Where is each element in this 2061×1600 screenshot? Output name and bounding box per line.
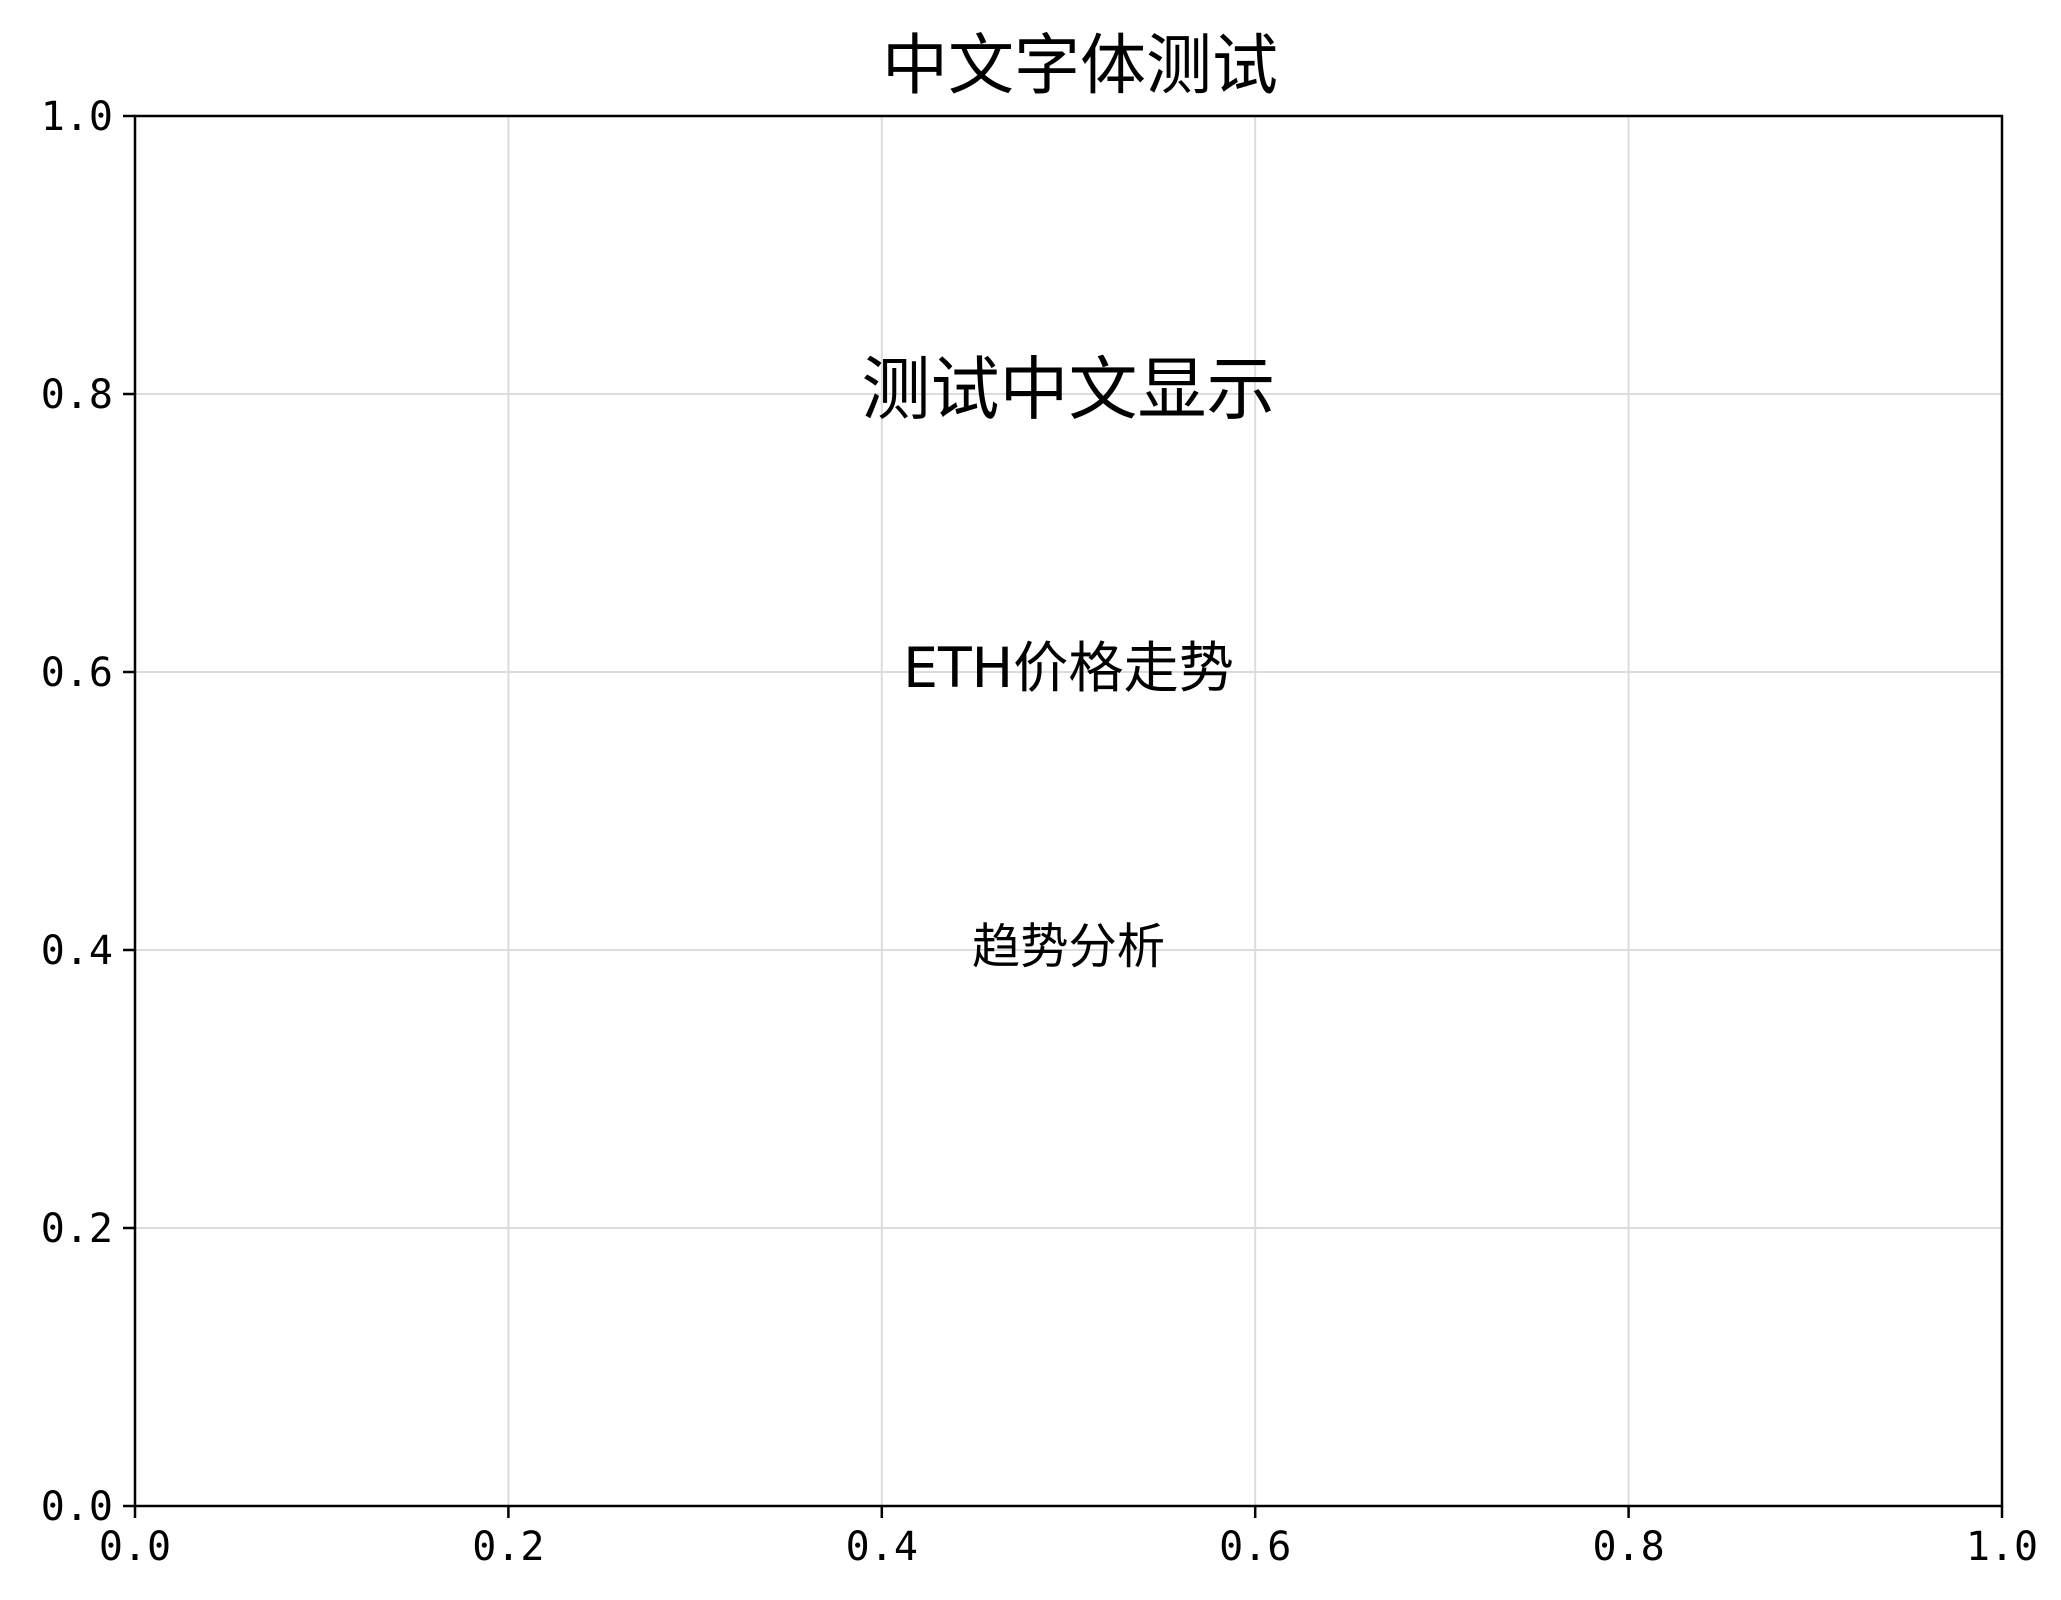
annotation-text-1: ETH价格走势 [903,637,1234,701]
x-tick-label: 0.2 [472,1524,544,1570]
grid [134,115,2003,1507]
y-tick-label: 1.0 [41,94,113,140]
annotation-text-0: 测试中文显示 [862,350,1276,430]
x-tick-label: 0.6 [1219,1524,1291,1570]
x-axis: 0.0 0.2 0.4 0.6 0.8 1.0 [99,1506,2038,1570]
x-tick-label: 0.8 [1592,1524,1664,1570]
y-tick-label: 0.0 [41,1484,113,1530]
x-tick-label: 0.0 [99,1524,171,1570]
chart-title: 中文字体测试 [882,27,1278,104]
y-tick-label: 0.2 [41,1206,113,1252]
axes-frame [133,114,2004,1508]
x-tick-label: 1.0 [1966,1524,2038,1570]
y-tick-label: 0.8 [41,372,113,418]
y-tick-label: 0.4 [41,928,113,974]
y-axis: 0.0 0.2 0.4 0.6 0.8 1.0 [41,94,135,1530]
x-tick-label: 0.4 [846,1524,918,1570]
annotation-text-2: 趋势分析 [972,919,1165,975]
y-tick-label: 0.6 [41,650,113,696]
